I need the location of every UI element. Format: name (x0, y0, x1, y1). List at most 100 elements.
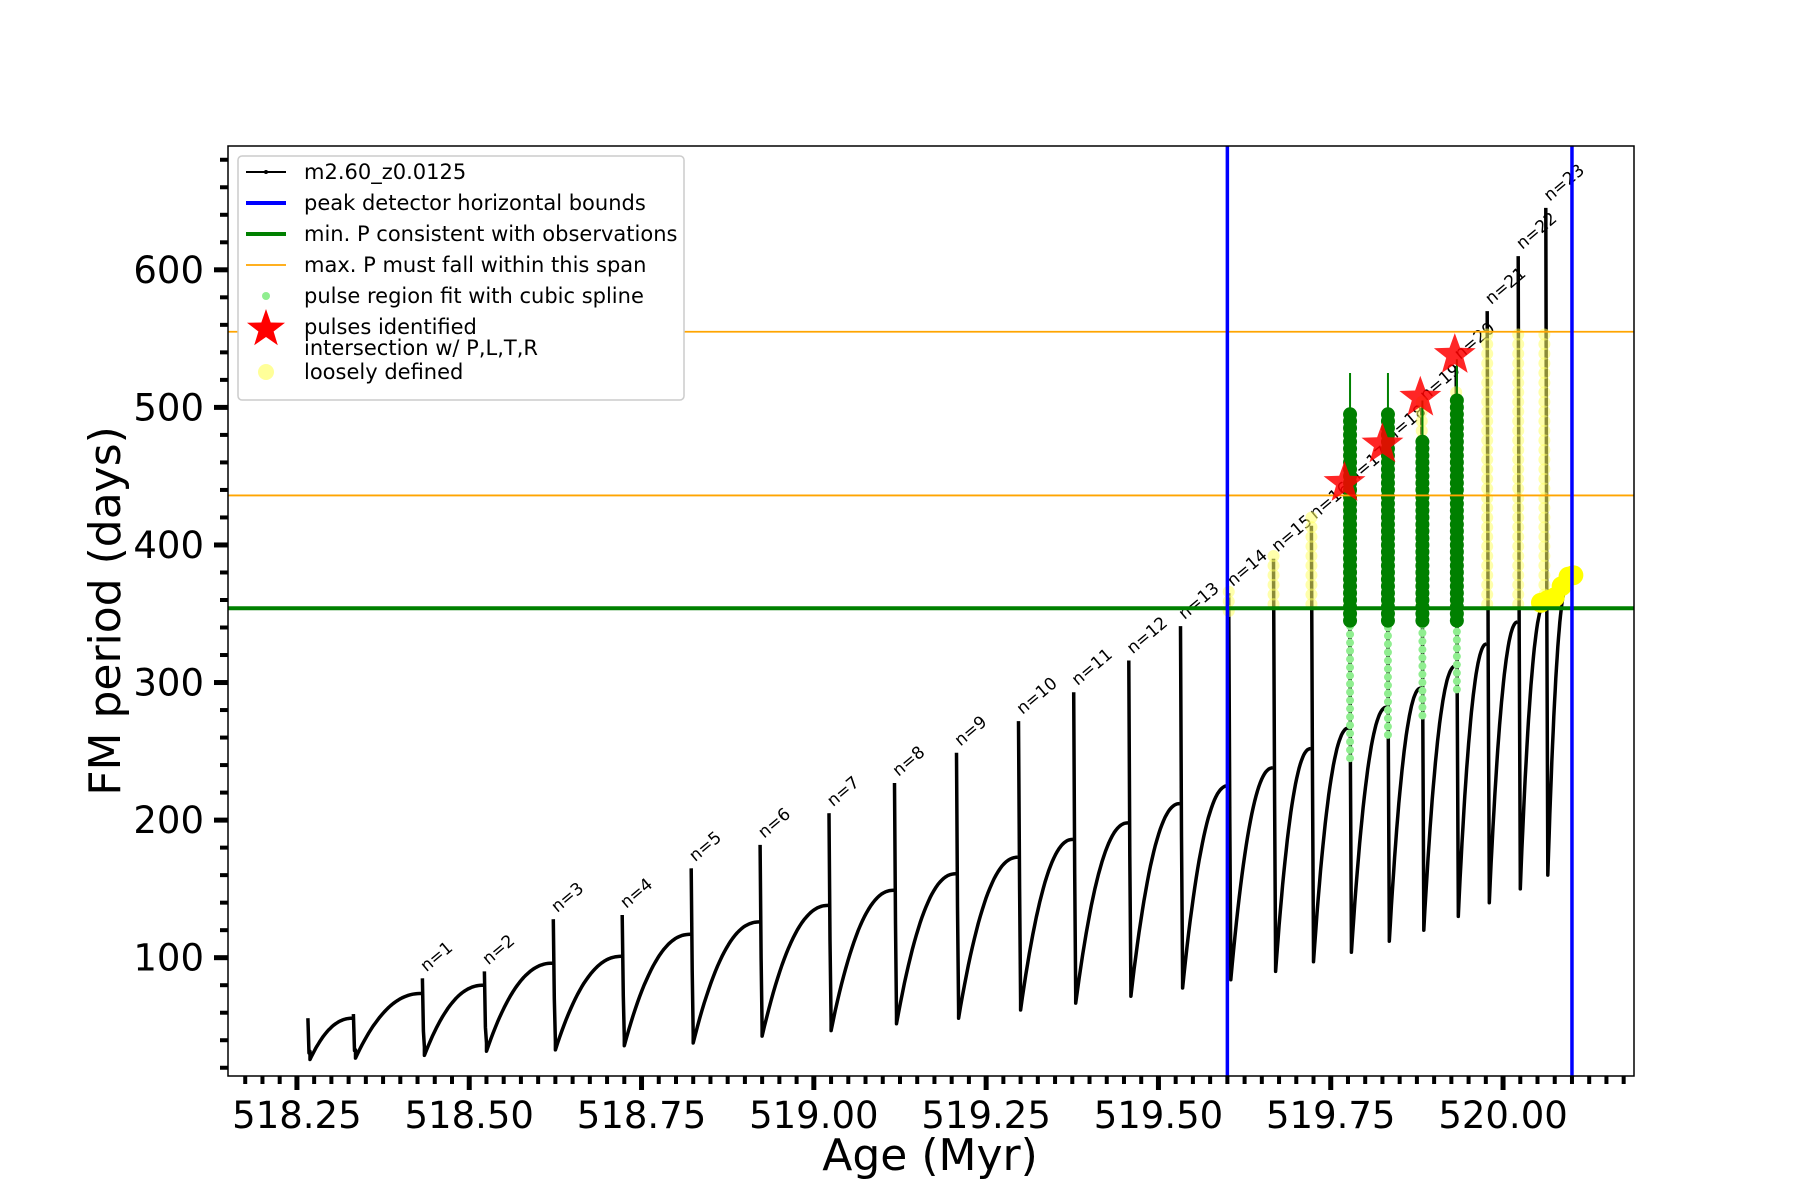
yellow-intersection-point (1538, 453, 1551, 466)
x-tick-label: 518.75 (577, 1094, 706, 1137)
pulse-label: n=7 (823, 773, 863, 811)
pulse-label: n=8 (889, 742, 929, 780)
spline-point (1452, 635, 1461, 644)
spline-point (1383, 656, 1392, 665)
spline-point (1383, 681, 1392, 690)
yellow-intersection-point (1538, 357, 1551, 370)
legend-swatch-dot (264, 170, 268, 174)
legend-swatch-circle (258, 364, 274, 380)
yellow-intersection-point (1512, 511, 1525, 524)
spline-point (1383, 706, 1392, 715)
yellow-intersection-point (1512, 366, 1525, 379)
spline-point (1346, 655, 1355, 664)
legend-label: pulse region fit with cubic spline (304, 284, 644, 308)
yellow-intersection-point (1481, 540, 1494, 553)
series-line-cycle (1271, 558, 1312, 974)
yellow-intersection-point (1538, 511, 1551, 524)
yellow-intersection-point (1481, 444, 1494, 457)
pulse-label: n=6 (754, 804, 794, 842)
spline-point (1418, 711, 1427, 720)
pulse-label: n=10 (1013, 674, 1062, 719)
spline-point (1383, 664, 1392, 673)
legend-label: min. P consistent with observations (304, 222, 677, 246)
yellow-intersection-point (1512, 549, 1525, 562)
series-line-cycle (758, 844, 829, 1038)
spline-point (1452, 668, 1461, 677)
spline-point (1346, 721, 1355, 730)
yellow-intersection-point (1481, 424, 1494, 437)
pulse-star (1323, 461, 1366, 501)
pulse-label: n=22 (1513, 209, 1562, 254)
yellow-intersection-point (1481, 521, 1494, 534)
yellow-intersection-point (1481, 453, 1494, 466)
yellow-intersection-point (1538, 434, 1551, 447)
pulse-star (1433, 333, 1476, 373)
yellow-intersection-point (1481, 415, 1494, 428)
yellow-intersection-point (1538, 501, 1551, 514)
spline-point (1418, 703, 1427, 712)
yellow-intersection-point (1305, 578, 1318, 591)
series-line-cycle (1385, 448, 1422, 943)
yellow-intersection-point (1538, 395, 1551, 408)
yellow-intersection-point (1305, 559, 1318, 572)
yellow-intersection-point (1512, 395, 1525, 408)
yellow-intersection-point (1305, 530, 1318, 543)
yellow-intersection-point (1481, 501, 1494, 514)
yellow-intersection-point (1538, 569, 1551, 582)
pulse-label: n=12 (1123, 613, 1172, 658)
yellow-intersection-point (1305, 549, 1318, 562)
legend-label: m2.60_z0.0125 (304, 160, 466, 185)
legend-label-line: loosely defined (304, 360, 463, 384)
yellow-intersection-point (1538, 376, 1551, 389)
pulse-label: n=11 (1068, 645, 1117, 690)
spline-point (1418, 662, 1427, 671)
yellow-intersection-point (1538, 559, 1551, 572)
spline-point (1346, 737, 1355, 746)
y-tick-label: 300 (133, 662, 204, 705)
legend-swatch-dot (262, 292, 270, 300)
yellow-intersection-point (1481, 328, 1494, 341)
y-tick-label: 500 (133, 386, 204, 429)
spline-point (1418, 678, 1427, 687)
yellow-intersection-point (1481, 395, 1494, 408)
series-line-cycle (827, 813, 894, 1033)
spline-point (1418, 670, 1427, 679)
series-line-cycle (1127, 660, 1180, 998)
yellow-intersection-point (1538, 347, 1551, 360)
yellow-intersection-point (1481, 338, 1494, 351)
spline-point (1383, 673, 1392, 682)
yellow-intersection-point (1481, 376, 1494, 389)
spline-point (1346, 688, 1355, 697)
spline-point (1418, 686, 1427, 695)
y-tick-label: 100 (133, 937, 204, 980)
spline-point (1452, 627, 1461, 636)
series-line-cycle (620, 914, 691, 1048)
spline-point (1383, 730, 1392, 739)
spline-point (1346, 745, 1355, 754)
series-line-cycle (689, 868, 760, 1045)
yellow-intersection-point (1538, 463, 1551, 476)
spline-point (1346, 754, 1355, 763)
spline-point (1452, 644, 1461, 653)
x-tick-label: 520.00 (1438, 1094, 1567, 1137)
pulse-label: n=9 (951, 712, 991, 750)
spline-point (1346, 712, 1355, 721)
yellow-intersection-point (1538, 482, 1551, 495)
pulse-label: n=13 (1175, 579, 1224, 624)
yellow-intersection-point (1538, 530, 1551, 543)
yellow-intersection-point (1512, 357, 1525, 370)
series-line-cycle (1419, 407, 1457, 932)
legend-label: max. P must fall within this span (304, 253, 646, 277)
pulse-label: n=14 (1223, 546, 1272, 591)
y-axis: 100 200 300 400 500 600 (133, 157, 228, 1070)
legend-swatch-star (247, 309, 285, 346)
yellow-intersection-point (1481, 472, 1494, 485)
yellow-intersection-point (1481, 511, 1494, 524)
x-tick-label: 518.50 (404, 1094, 533, 1137)
y-tick-label: 600 (133, 249, 204, 292)
spline-point (1418, 645, 1427, 654)
yellow-intersection-point (1538, 415, 1551, 428)
yellow-intersection-point (1512, 569, 1525, 582)
